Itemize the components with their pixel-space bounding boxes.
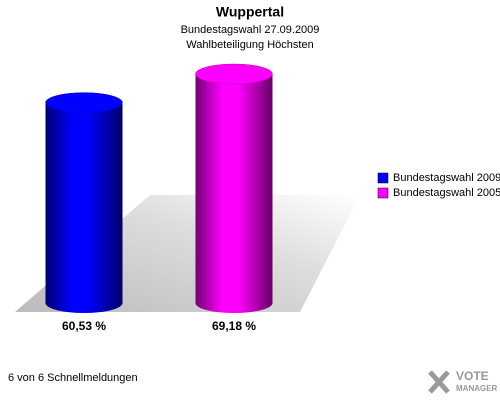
cylinder-top — [45, 92, 123, 113]
chart-subtitle: Bundestagswahl 27.09.2009 — [181, 24, 320, 36]
legend-swatch — [377, 187, 389, 199]
bar — [45, 102, 123, 304]
legend-label: Bundestagswahl 2005 — [393, 187, 500, 199]
value-label: 69,18 % — [212, 319, 256, 333]
chart-title: Wuppertal — [216, 4, 284, 20]
cylinder-top — [195, 63, 273, 85]
logo-mark — [428, 370, 450, 394]
legend-label: Bundestagswahl 2009 — [393, 172, 500, 184]
logo-text: MANAGER — [456, 384, 498, 393]
value-label: 60,53 % — [62, 319, 106, 333]
logo-text: VOTE — [456, 369, 489, 383]
footer: 6 von 6 Schnellmeldungen — [8, 372, 138, 384]
bar — [195, 74, 273, 304]
chart-subtitle: Wahlbeteiligung Höchsten — [186, 39, 313, 51]
legend-swatch — [377, 172, 389, 184]
logo: VOTE MANAGER — [428, 369, 498, 394]
